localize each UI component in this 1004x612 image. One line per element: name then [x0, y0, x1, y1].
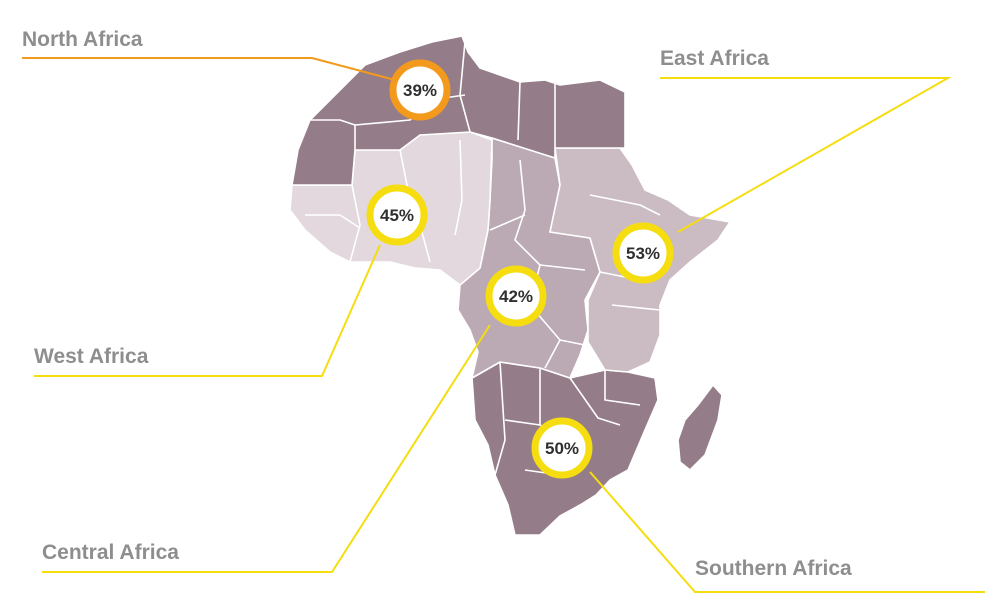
- marker-southern-africa: 50%: [531, 417, 593, 479]
- ring-west-africa: [366, 184, 428, 246]
- percentage-markers: 39% 53% 45% 42% 50%: [366, 59, 674, 479]
- leader-central-africa: [42, 324, 491, 573]
- africa-map: [289, 35, 731, 536]
- label-southern-africa: Southern Africa: [695, 557, 852, 580]
- ring-central-africa: [485, 265, 547, 327]
- ring-southern-africa: [531, 417, 593, 479]
- marker-east-africa: 53%: [612, 222, 674, 284]
- ring-north-africa: [389, 59, 451, 121]
- value-central-africa: 42%: [499, 287, 533, 306]
- label-west-africa: West Africa: [34, 345, 149, 368]
- label-north-africa: North Africa: [22, 28, 143, 51]
- value-east-africa: 53%: [626, 244, 660, 263]
- leader-north-africa: [22, 57, 396, 81]
- leader-east-africa: [660, 77, 952, 233]
- marker-central-africa: 42%: [485, 265, 547, 327]
- leader-west-africa: [34, 244, 381, 377]
- leader-lines: [22, 57, 985, 593]
- madagascar: [677, 384, 723, 471]
- marker-west-africa: 45%: [366, 184, 428, 246]
- leader-southern-africa: [589, 471, 985, 593]
- value-west-africa: 45%: [380, 206, 414, 225]
- region-labels: North Africa East Africa West Africa Cen…: [22, 28, 852, 580]
- value-north-africa: 39%: [403, 81, 437, 100]
- marker-north-africa: 39%: [389, 59, 451, 121]
- label-central-africa: Central Africa: [42, 541, 179, 564]
- label-east-africa: East Africa: [660, 47, 769, 70]
- ring-east-africa: [612, 222, 674, 284]
- value-southern-africa: 50%: [545, 439, 579, 458]
